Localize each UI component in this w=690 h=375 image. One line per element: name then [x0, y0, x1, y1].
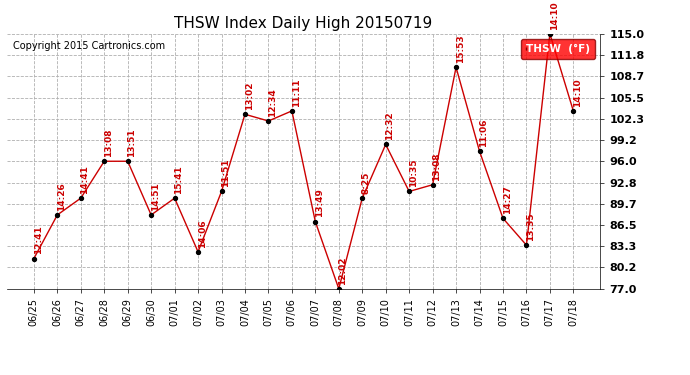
- Point: [497, 215, 509, 221]
- Text: 15:41: 15:41: [175, 165, 184, 194]
- Text: 15:53: 15:53: [455, 34, 465, 63]
- Text: 14:10: 14:10: [573, 78, 582, 107]
- Point: [169, 195, 180, 201]
- Point: [193, 249, 204, 255]
- Text: 13:51: 13:51: [128, 129, 137, 157]
- Text: 13:08: 13:08: [104, 129, 113, 157]
- Point: [122, 158, 133, 164]
- Point: [333, 286, 344, 292]
- Point: [216, 189, 227, 195]
- Point: [521, 242, 532, 248]
- Point: [404, 189, 415, 195]
- Point: [28, 255, 39, 261]
- Text: 11:51: 11:51: [221, 159, 230, 187]
- Text: 10:35: 10:35: [408, 159, 418, 187]
- Point: [310, 219, 321, 225]
- Text: 14:10: 14:10: [549, 1, 558, 30]
- Point: [451, 64, 462, 70]
- Text: 14:06: 14:06: [198, 219, 207, 248]
- Text: 14:51: 14:51: [151, 182, 160, 211]
- Text: 13:02: 13:02: [245, 82, 254, 110]
- Point: [427, 182, 438, 188]
- Point: [357, 195, 368, 201]
- Legend: THSW  (°F): THSW (°F): [521, 39, 595, 60]
- Point: [286, 108, 297, 114]
- Point: [52, 212, 63, 218]
- Text: 13:08: 13:08: [432, 152, 442, 181]
- Text: 8:25: 8:25: [362, 172, 371, 194]
- Point: [263, 118, 274, 124]
- Point: [239, 111, 250, 117]
- Point: [99, 158, 110, 164]
- Point: [75, 195, 86, 201]
- Text: 12:32: 12:32: [385, 112, 395, 140]
- Text: 12:02: 12:02: [339, 256, 348, 285]
- Text: 14:27: 14:27: [502, 185, 511, 214]
- Text: 11:06: 11:06: [479, 118, 489, 147]
- Text: 14:41: 14:41: [81, 165, 90, 194]
- Text: 12:34: 12:34: [268, 88, 277, 117]
- Point: [568, 108, 579, 114]
- Text: Copyright 2015 Cartronics.com: Copyright 2015 Cartronics.com: [13, 41, 165, 51]
- Text: 11:11: 11:11: [292, 78, 301, 107]
- Point: [380, 141, 391, 147]
- Title: THSW Index Daily High 20150719: THSW Index Daily High 20150719: [175, 16, 433, 31]
- Text: 14:26: 14:26: [57, 182, 66, 211]
- Text: 12:41: 12:41: [34, 226, 43, 254]
- Point: [544, 31, 555, 37]
- Text: 13:49: 13:49: [315, 189, 324, 218]
- Point: [146, 212, 157, 218]
- Point: [474, 148, 485, 154]
- Text: 13:35: 13:35: [526, 212, 535, 241]
